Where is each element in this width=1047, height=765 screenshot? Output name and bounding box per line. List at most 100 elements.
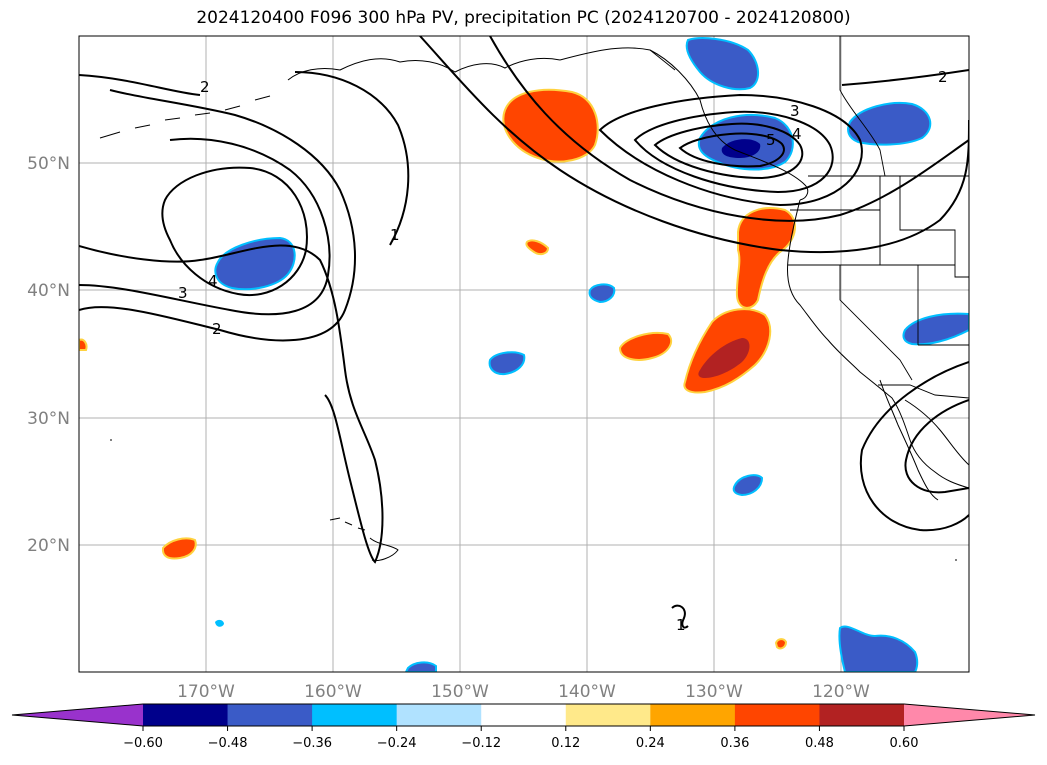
political-borders <box>649 36 969 399</box>
lat-label-20n: 20°N <box>27 536 70 556</box>
contour-label-3-east: 3 <box>790 102 800 120</box>
border-us-mexico <box>878 384 969 399</box>
contour-trough-1 <box>79 244 384 564</box>
contour-ridge-1 <box>419 36 969 254</box>
lon-label-140w: 140°W <box>558 682 616 702</box>
lon-label-160w: 160°W <box>304 682 362 702</box>
longitude-labels: 170°W 160°W 150°W 140°W 130°W 120°W <box>177 682 870 702</box>
border-ca-nv <box>839 265 913 381</box>
lat-label-50n: 50°N <box>27 154 70 174</box>
anomaly-small-south <box>774 638 788 650</box>
contour-southeast-small <box>671 604 689 629</box>
colorbar-segment <box>481 704 567 726</box>
anomaly-alberta <box>847 102 932 146</box>
contour-ridge-2 <box>489 36 969 222</box>
contour-label-4-west: 4 <box>208 272 218 290</box>
contour-label-4-east: 4 <box>792 125 802 143</box>
contour-label-2-east: 2 <box>938 68 948 86</box>
lon-label-120w: 120°W <box>812 682 870 702</box>
contour-ridge-4 <box>633 110 834 194</box>
anomaly-subtropic <box>732 474 764 497</box>
contour-label-1-south: 1 <box>676 616 686 634</box>
colorbar-tick-label: 0.12 <box>551 736 580 751</box>
colorbar-segment <box>650 704 736 726</box>
contour-label-2-north: 2 <box>200 78 210 96</box>
anomaly-california-offshore-core <box>698 338 750 378</box>
anomaly-oregon-coast <box>735 207 796 309</box>
colorbar-extension-high <box>904 704 1035 726</box>
pv-contours <box>79 36 969 629</box>
colorbar-tick-label: −0.12 <box>461 736 501 751</box>
contour-southeast-2 <box>904 399 969 494</box>
contour-label-5-east: 5 <box>766 131 776 149</box>
colorbar: −0.60 −0.48 −0.36 −0.24 −0.12 0.12 0.24 0.36 0.4… <box>11 703 1036 751</box>
anomaly-tiny-hawaii <box>215 619 224 627</box>
colorbar-tick-label: −0.24 <box>377 736 417 751</box>
colorbar-tick-label: 0.24 <box>636 736 665 751</box>
chart-title: 2024120400 F096 300 hPa PV, precipitatio… <box>196 8 851 28</box>
colorbar-tick-label: 0.48 <box>805 736 834 751</box>
colorbar-segment <box>734 704 820 726</box>
coastline-aleutians <box>99 95 271 139</box>
colorbar-tick-label: 0.60 <box>890 736 919 751</box>
colorbar-segment <box>819 704 905 726</box>
border-idaho <box>899 176 969 278</box>
colorbar-segment <box>396 704 482 726</box>
coastline-hawaii <box>329 517 399 561</box>
lat-label-40n: 40°N <box>27 281 70 301</box>
anomaly-central-pacific <box>618 332 673 361</box>
contour-label-3-west: 3 <box>178 284 188 302</box>
anomaly-edge-west <box>79 338 88 351</box>
anomaly-mexico-south <box>838 625 919 672</box>
colorbar-tick-label: 0.36 <box>720 736 749 751</box>
colorbar-tick-label: −0.36 <box>292 736 332 751</box>
anomaly-small-central <box>588 283 616 304</box>
contour-north-2 <box>79 74 201 96</box>
contour-southeast-1 <box>859 361 969 532</box>
map-frame <box>78 35 970 673</box>
border-nevada <box>879 176 969 346</box>
contour-label-2-west: 2 <box>212 320 222 338</box>
colorbar-tick-label: −0.60 <box>123 736 163 751</box>
anomaly-small-bottom <box>404 661 437 672</box>
contour-label-1-west: 1 <box>390 226 400 244</box>
anomaly-hawaii-west <box>161 537 197 560</box>
colorbar-tick-label: −0.48 <box>208 736 248 751</box>
contour-west-low-2 <box>79 89 356 342</box>
contour-ridge-6 <box>678 132 785 168</box>
colorbar-segment <box>143 704 229 726</box>
positive-anomaly-regions <box>79 88 796 650</box>
anomaly-small-north <box>525 239 550 256</box>
contour-trough-upper-1 <box>294 71 410 246</box>
lon-label-130w: 130°W <box>685 682 743 702</box>
anomaly-nevada <box>902 312 969 346</box>
contour-ridge-5 <box>653 122 804 180</box>
coastline-small-islands <box>110 439 957 561</box>
coastline-us-west <box>787 199 969 489</box>
anomaly-pnw-core <box>721 139 761 158</box>
latitude-labels: 50°N 40°N 30°N 20°N <box>27 154 70 556</box>
contour-west-low-4 <box>161 166 308 297</box>
coastline-gulf-california <box>904 399 969 466</box>
border-alaska-bc <box>649 49 676 71</box>
colorbar-segment <box>312 704 398 726</box>
lat-label-30n: 30°N <box>27 409 70 429</box>
border-bc-alberta <box>839 36 886 177</box>
negative-anomaly-regions <box>214 37 969 672</box>
lon-label-150w: 150°W <box>431 682 489 702</box>
anomaly-gulf-of-alaska <box>502 88 599 163</box>
anomaly-west-of-center <box>488 351 526 376</box>
anomaly-british-columbia <box>685 37 759 91</box>
coastline-baja <box>879 379 939 501</box>
contour-labels: 2 1 3 4 2 3 4 5 2 1 <box>178 68 948 634</box>
contour-ridge-3 <box>598 93 863 207</box>
colorbar-segment <box>565 704 651 726</box>
colorbar-extension-low <box>12 704 143 726</box>
anomaly-subpolar-west <box>214 236 296 291</box>
colorbar-segment <box>227 704 313 726</box>
contour-west-low-3 <box>79 137 331 316</box>
lon-label-170w: 170°W <box>177 682 235 702</box>
coastlines <box>99 47 969 561</box>
contour-north-east-2 <box>841 69 969 86</box>
